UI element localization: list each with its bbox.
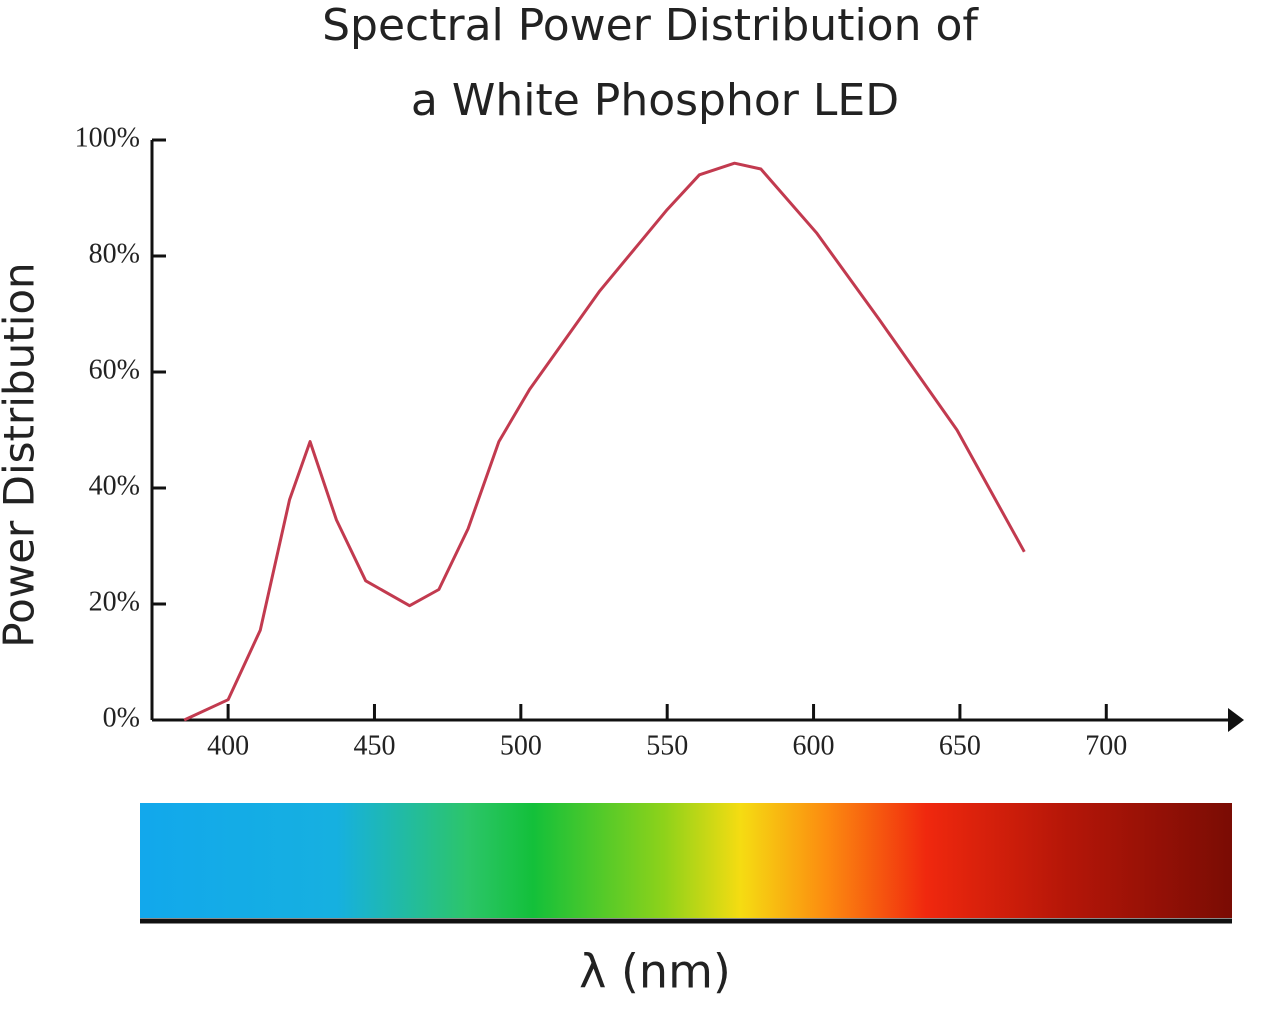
y-tick-label: 60% — [89, 354, 140, 385]
x-tick-label: 400 — [207, 730, 249, 761]
axis-arrow — [1228, 708, 1244, 732]
x-tick-label: 650 — [939, 730, 981, 761]
y-axis-label: Power Distribution — [0, 262, 44, 647]
x-tick-label: 500 — [500, 730, 542, 761]
spectrum-bar — [140, 803, 1232, 918]
chart-title: Spectral Power Distribution of — [322, 0, 979, 51]
y-tick-label: 0% — [103, 702, 140, 733]
y-tick-label: 20% — [89, 586, 140, 617]
x-tick-label: 450 — [353, 730, 395, 761]
x-tick-label: 700 — [1085, 730, 1127, 761]
chart-title: a White Phosphor LED — [411, 75, 899, 126]
x-tick-label: 550 — [646, 730, 688, 761]
y-tick-label: 40% — [89, 470, 140, 501]
y-tick-label: 80% — [89, 238, 140, 269]
x-axis-label: λ (nm) — [579, 945, 731, 999]
y-tick-label: 100% — [75, 122, 140, 153]
data-line — [183, 161, 1026, 722]
x-tick-label: 600 — [793, 730, 835, 761]
